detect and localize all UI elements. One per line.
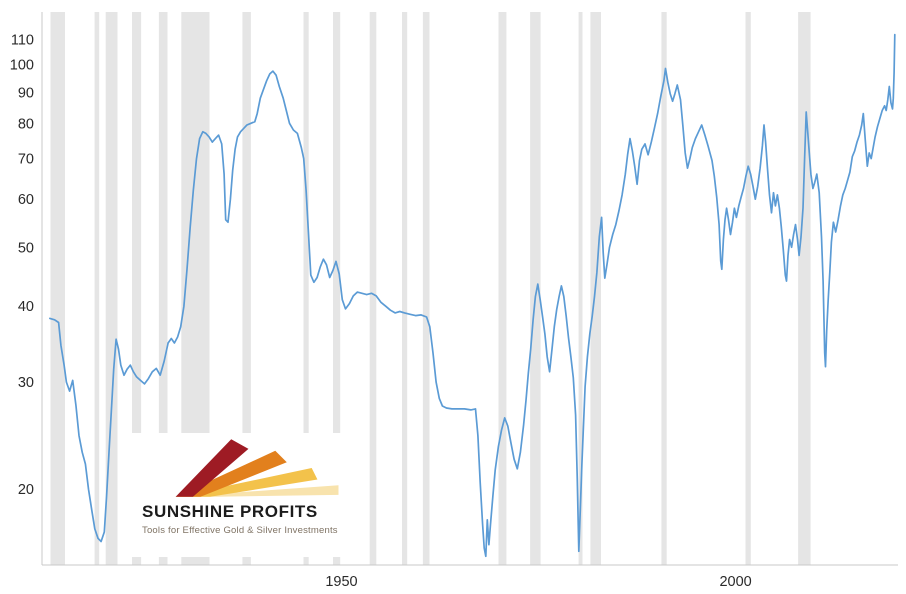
y-axis-tick-label: 100	[10, 58, 34, 74]
recession-band	[333, 12, 341, 565]
y-axis-tick-label: 80	[18, 116, 34, 132]
recession-band	[745, 12, 751, 565]
recession-band	[50, 12, 65, 565]
recession-band	[105, 12, 118, 565]
logo-title: SUNSHINE PROFITS	[142, 502, 318, 521]
logo-ray-red-icon	[175, 439, 249, 497]
recession-band	[132, 12, 142, 565]
y-axis-tick-label: 20	[18, 482, 34, 498]
x-axis-tick-label: 2000	[719, 574, 751, 590]
recession-band	[158, 12, 168, 565]
recession-band	[242, 12, 251, 565]
recession-band	[798, 12, 811, 565]
recession-band	[369, 12, 377, 565]
y-axis-tick-label: 70	[18, 152, 34, 168]
recession-band	[530, 12, 541, 565]
logo-tagline: Tools for Effective Gold & Silver Invest…	[142, 524, 338, 536]
recession-band	[402, 12, 408, 565]
recession-band	[578, 12, 583, 565]
recession-band	[94, 12, 100, 565]
recession-band	[661, 12, 667, 565]
y-axis-tick-label: 90	[18, 85, 34, 101]
recession-band	[303, 12, 309, 565]
y-axis-tick-label: 110	[11, 32, 34, 48]
y-axis-tick-label: 60	[18, 192, 34, 208]
logo-ray-pale-icon	[175, 485, 339, 497]
recession-band	[422, 12, 430, 565]
ratio-line	[49, 33, 896, 558]
x-axis-tick-label: 1950	[325, 574, 357, 590]
y-axis-tick-label: 50	[18, 240, 34, 256]
sunshine-rays-icon	[175, 439, 339, 497]
sunshine-profits-logo: SUNSHINE PROFITS Tools for Effective Gol…	[128, 433, 346, 557]
y-axis-tick-label: 40	[18, 299, 34, 315]
y-axis-tick-label: 30	[18, 375, 34, 391]
recession-band	[498, 12, 507, 565]
